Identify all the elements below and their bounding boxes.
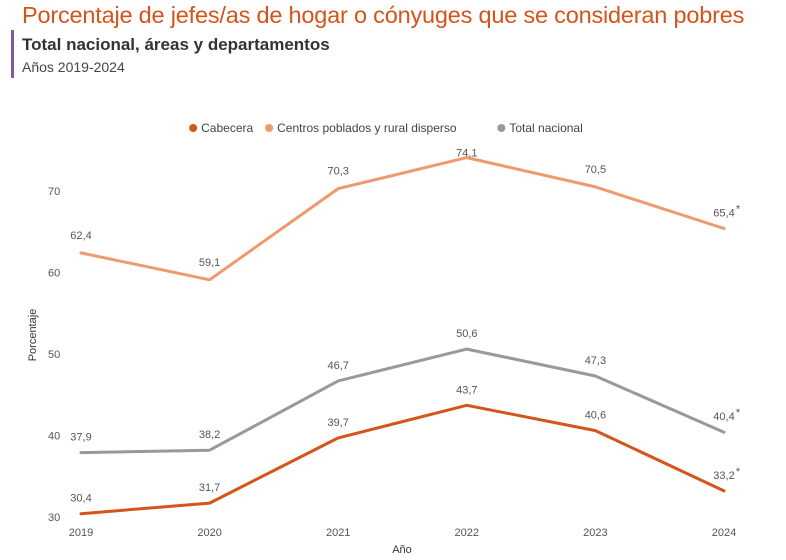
legend-label: Total nacional — [509, 121, 582, 135]
series-line-total-nacional — [79, 347, 726, 455]
chart-subtitle: Total nacional, áreas y departamentos — [22, 35, 330, 54]
x-tick-label: 2022 — [455, 527, 479, 539]
data-label-mark: * — [736, 466, 741, 478]
accent-bar — [11, 30, 14, 78]
data-label-mark: * — [736, 203, 741, 215]
data-label-mark: * — [736, 407, 741, 419]
legend-item: Centros poblados y rural disperso — [265, 121, 457, 135]
x-tick-label: 2019 — [69, 527, 93, 539]
data-label: 59,1 — [199, 257, 220, 269]
data-label: 43,7 — [456, 384, 477, 396]
data-label: 47,3 — [585, 355, 606, 367]
legend-marker-icon — [265, 124, 274, 132]
data-label: 40,6 — [585, 410, 606, 422]
data-label: 74,1 — [456, 148, 477, 160]
legend-label: Cabecera — [201, 121, 253, 135]
data-label: 30,4 — [70, 493, 91, 505]
y-tick-label: 50 — [48, 349, 60, 361]
data-label: 65,4 — [713, 207, 734, 219]
legend-item: Total nacional — [497, 121, 583, 135]
x-tick-label: 2020 — [197, 527, 221, 539]
y-tick-label: 30 — [48, 512, 60, 524]
x-tick-label: 2021 — [326, 527, 350, 539]
data-label: 31,7 — [199, 482, 220, 494]
y-tick-label: 40 — [48, 431, 60, 443]
data-label: 39,7 — [327, 417, 348, 429]
data-label: 38,2 — [199, 429, 220, 441]
legend-label: Centros poblados y rural disperso — [277, 121, 457, 135]
data-label: 40,4 — [713, 411, 734, 423]
x-tick-label: 2024 — [712, 527, 736, 539]
legend-marker-icon — [189, 124, 198, 132]
data-label: 50,6 — [456, 328, 477, 340]
data-label: 62,4 — [70, 230, 91, 242]
data-label: 46,7 — [327, 360, 348, 372]
data-label: 33,2 — [713, 470, 734, 482]
data-label: 37,9 — [70, 432, 91, 444]
data-label: 70,3 — [327, 166, 348, 178]
x-axis-label: Año — [392, 544, 412, 556]
chart-title: Porcentaje de jefes/as de hogar o cónyug… — [22, 2, 745, 28]
legend-item: Cabecera — [189, 121, 253, 135]
data-label: 70,5 — [585, 164, 606, 176]
series-line-cabecera — [79, 403, 726, 516]
y-axis-label: Porcentaje — [27, 309, 39, 362]
years-label: Años 2019-2024 — [22, 59, 125, 75]
y-tick-label: 60 — [48, 268, 60, 280]
x-tick-label: 2023 — [583, 527, 607, 539]
legend-marker-icon — [497, 124, 506, 132]
series-line-centros-poblados-y-rural-disperso — [79, 156, 726, 282]
y-tick-label: 70 — [48, 186, 60, 198]
